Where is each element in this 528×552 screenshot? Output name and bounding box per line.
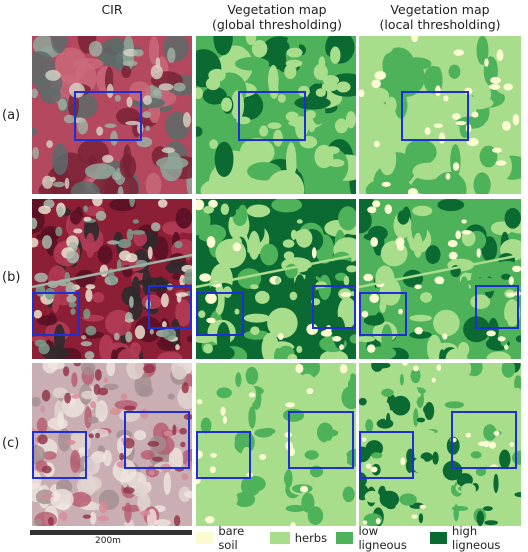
panel-c-cir <box>32 363 192 526</box>
legend-item-herbs: herbs <box>269 531 328 545</box>
panel-b-local <box>359 199 521 359</box>
header-global-thresholding: Vegetation map (global thresholding) <box>196 2 358 32</box>
panel-image-a-cir <box>32 36 192 194</box>
roi-box-b-local-2 <box>475 285 519 329</box>
roi-box-c-cir-2 <box>124 411 190 469</box>
panel-image-c-local <box>359 363 521 526</box>
roi-box-c-local-1 <box>359 431 414 479</box>
scale-bar <box>30 530 192 535</box>
header-global-line1: Vegetation map <box>227 2 327 17</box>
legend-item-low-ligneous: low ligneous <box>336 524 421 552</box>
legend-label-bare-soil: bare soil <box>218 524 245 552</box>
legend-label-high-ligneous: high ligneous <box>452 524 501 552</box>
panel-c-local <box>359 363 521 526</box>
panel-image-c-cir <box>32 363 192 526</box>
legend-swatch-herbs <box>269 532 290 544</box>
panel-a-cir <box>32 36 192 194</box>
panel-image-b-global <box>196 199 356 359</box>
roi-box-b-local-1 <box>359 292 407 336</box>
panel-b-global <box>196 199 356 359</box>
header-local-thresholding: Vegetation map (local thresholding) <box>359 2 521 32</box>
row-label-b: (b) <box>2 270 21 285</box>
panel-a-global <box>196 36 356 194</box>
roi-box-c-global-2 <box>288 411 354 469</box>
header-cir: CIR <box>101 2 123 17</box>
legend-item-high-ligneous: high ligneous <box>429 524 519 552</box>
roi-box-b-global-1 <box>196 292 244 336</box>
panel-image-c-global <box>196 363 356 526</box>
legend-label-low-ligneous: low ligneous <box>358 524 407 552</box>
roi-box-b-cir-1 <box>32 292 80 336</box>
legend: bare soil herbs low ligneous high ligneo… <box>196 524 528 552</box>
roi-box-b-cir-2 <box>148 285 192 329</box>
roi-box-b-global-2 <box>312 285 356 329</box>
scale-bar-label: 200m <box>95 536 121 546</box>
roi-box-c-cir-1 <box>32 431 87 479</box>
roi-box-a-local-1 <box>401 91 469 141</box>
row-label-a: (a) <box>2 108 21 123</box>
header-local-line1: Vegetation map <box>390 2 490 17</box>
legend-item-bare-soil: bare soil <box>196 524 261 552</box>
panel-image-b-local <box>359 199 521 359</box>
legend-swatch-bare-soil <box>196 532 214 544</box>
header-global-line2: (global thresholding) <box>211 17 343 32</box>
legend-swatch-high-ligneous <box>429 532 448 544</box>
roi-box-a-cir-1 <box>74 91 142 141</box>
legend-label-herbs: herbs <box>294 531 328 545</box>
roi-box-c-local-2 <box>451 411 517 469</box>
panel-a-local <box>359 36 521 194</box>
roi-box-c-global-1 <box>196 431 251 479</box>
row-label-c: (c) <box>2 436 20 451</box>
panel-image-b-cir <box>32 199 192 359</box>
panel-image-a-global <box>196 36 356 194</box>
header-local-line2: (local thresholding) <box>379 17 501 32</box>
legend-swatch-low-ligneous <box>336 532 354 544</box>
roi-box-a-global-1 <box>238 91 306 141</box>
panel-c-global <box>196 363 356 526</box>
panel-image-a-local <box>359 36 521 194</box>
panel-b-cir <box>32 199 192 359</box>
